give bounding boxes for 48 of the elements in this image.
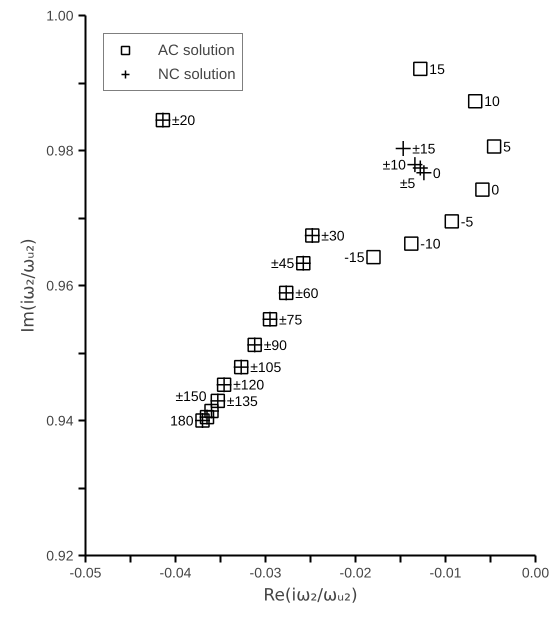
annotation: -15 xyxy=(344,249,365,266)
annotation: 5 xyxy=(503,138,512,154)
annotation: ±150 xyxy=(175,388,207,404)
annotation: ±60 xyxy=(295,284,319,301)
annotation: ±10 xyxy=(382,156,406,173)
annotation: ±90 xyxy=(264,336,288,353)
annotation: ±45 xyxy=(271,255,295,272)
annotation: ±105 xyxy=(250,359,282,376)
legend-label: NC solution xyxy=(158,66,236,82)
point xyxy=(475,182,490,197)
annotation: -5 xyxy=(460,213,474,230)
point xyxy=(444,214,460,229)
x-tick-label: -0.01 xyxy=(430,564,462,580)
annotation: ±5 xyxy=(400,175,416,192)
y-tick-label: 0.92 xyxy=(46,548,74,564)
x-tick-label: -0.04 xyxy=(160,564,192,580)
annotation: -10 xyxy=(420,236,441,252)
y-axis-title: Im(iω₂/ωᵤ₂) xyxy=(18,238,38,333)
x-axis-title: Re(iω₂/ωᵤ₂) xyxy=(263,586,358,606)
x-tick-label: -0.05 xyxy=(70,564,102,580)
point xyxy=(404,236,419,251)
annotation: 10 xyxy=(484,93,500,110)
point xyxy=(486,139,502,154)
annotation: 15 xyxy=(429,60,446,77)
point xyxy=(468,94,482,108)
y-tick-label: 0.98 xyxy=(46,142,74,158)
x-tick-label: -0.03 xyxy=(250,564,282,580)
point xyxy=(366,250,381,264)
annotation: ±15 xyxy=(412,140,436,156)
y-tick-label: 1.00 xyxy=(46,8,74,24)
annotation: 0 xyxy=(491,182,500,198)
point xyxy=(406,156,424,173)
y-tick-label: 0.96 xyxy=(46,278,74,294)
annotation: 0 xyxy=(432,164,441,181)
point xyxy=(416,164,432,182)
annotation: ±30 xyxy=(321,228,345,244)
annotation: ±120 xyxy=(233,376,264,393)
x-tick-label: 0.00 xyxy=(522,564,550,580)
x-tick-label: -0.02 xyxy=(340,564,372,580)
point xyxy=(413,62,428,76)
point xyxy=(394,140,412,157)
annotation: ±75 xyxy=(279,311,302,328)
annotation: ±135 xyxy=(226,392,258,409)
point xyxy=(412,160,429,176)
legend-label: AC solution xyxy=(158,42,235,58)
annotation: 180 xyxy=(170,412,194,428)
annotation: ±20 xyxy=(172,112,196,128)
y-tick-label: 0.94 xyxy=(46,412,74,428)
